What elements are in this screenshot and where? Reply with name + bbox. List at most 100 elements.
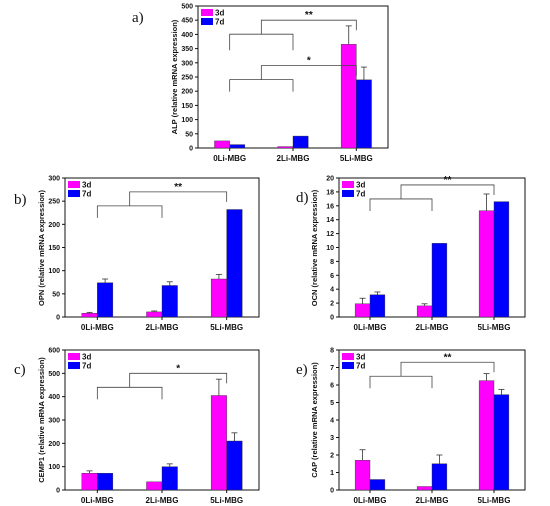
significance-bracket: ** (369, 175, 495, 211)
x-tick-label: 5Li-MBG (478, 496, 511, 505)
bar-7d-2Li-MBG (161, 466, 178, 491)
x-tick-label: 5Li-MBG (210, 496, 243, 505)
y-tick-label: 8 (330, 348, 334, 355)
y-tick-label: 0 (330, 315, 334, 322)
y-tick-label: 8 (330, 259, 334, 266)
x-tick-label: 0Li-MBG (81, 323, 114, 332)
y-tick-label: 14 (326, 217, 334, 224)
chart-panel-2: b) OPN (relative mRNA expression) 0 50 100 15… (14, 176, 260, 332)
significance-label: * (176, 363, 180, 374)
bar-3d-0Li-MBG (214, 140, 230, 149)
legend-swatch-3d (68, 353, 80, 360)
legend-swatch-3d (342, 181, 354, 188)
legend-label-7d: 7d (82, 190, 91, 199)
y-tick-label: 0 (56, 488, 60, 495)
significance-label: ** (444, 352, 452, 363)
legend-label-3d: 3d (356, 353, 365, 362)
bracket-upper (129, 372, 228, 388)
legend-label-7d: 7d (82, 362, 91, 371)
y-tick-label: 7 (330, 365, 334, 372)
legend-label-3d: 3d (356, 181, 365, 190)
legend-swatch-3d (201, 9, 213, 16)
bar-7d-2Li-MBG (431, 243, 448, 318)
bar-3d-5Li-MBG (478, 380, 495, 491)
legend-swatch-7d (342, 190, 354, 197)
y-tick-label: 200 (48, 222, 60, 229)
bracket-upper (400, 361, 495, 377)
legend-swatch-7d (68, 190, 80, 197)
y-tick-label: 300 (48, 176, 60, 183)
y-axis-label: OCN (relative mRNA expression) (310, 189, 319, 306)
significance-bracket: ** (96, 182, 228, 218)
chart-panel-5: e) CAP (relative mRNA expression) 0 1 2 3 4 5 6 7… (296, 348, 526, 505)
legend-swatch-7d (68, 362, 80, 369)
bar-3d-2Li-MBG (416, 305, 433, 318)
y-tick-label: 100 (48, 464, 60, 471)
x-tick-label: 2Li-MBG (146, 323, 179, 332)
panel-letter: d) (296, 190, 309, 206)
y-tick-label: 5 (330, 400, 334, 407)
y-tick-label: 500 (181, 4, 193, 11)
panel-letter: c) (14, 362, 26, 378)
x-tick-label: 0Li-MBG (81, 496, 114, 505)
y-tick-label: 6 (330, 273, 334, 280)
x-tick-label: 2Li-MBG (277, 154, 310, 163)
significance-bracket: * (229, 56, 357, 92)
bar-7d-0Li-MBG (97, 473, 114, 491)
panel-letter: e) (296, 362, 308, 378)
bar-3d-5Li-MBG (478, 210, 495, 318)
panel-letter: a) (132, 10, 144, 26)
bracket-lower (229, 79, 294, 92)
y-tick-label: 150 (181, 103, 193, 110)
y-tick-label: 4 (330, 287, 334, 294)
x-tick-label: 0Li-MBG (354, 496, 387, 505)
bar-3d-2Li-MBG (146, 481, 163, 491)
significance-label: * (307, 56, 311, 67)
bar-7d-5Li-MBG (226, 209, 243, 318)
y-tick-label: 300 (181, 60, 193, 67)
legend-swatch-7d (342, 362, 354, 369)
bar-7d-0Li-MBG (369, 294, 386, 318)
bar-7d-5Li-MBG (493, 201, 510, 318)
y-tick-label: 500 (48, 371, 60, 378)
bracket-upper (129, 191, 228, 206)
y-tick-label: 4 (330, 418, 334, 425)
y-tick-label: 6 (330, 383, 334, 390)
bar-3d-2Li-MBG (146, 311, 163, 318)
y-tick-label: 50 (185, 131, 193, 138)
bar-3d-0Li-MBG (81, 313, 98, 318)
y-tick-label: 400 (181, 32, 193, 39)
bar-3d-2Li-MBG (277, 146, 294, 149)
x-tick-label: 0Li-MBG (354, 323, 387, 332)
bracket-upper (260, 65, 357, 80)
y-tick-label: 0 (189, 146, 193, 153)
x-tick-label: 2Li-MBG (146, 496, 179, 505)
bracket-upper (400, 184, 495, 199)
chart-panel-4: c) CEMP1 (relative mRNA expression) 0 100 20… (14, 348, 260, 505)
bar-3d-5Li-MBG (210, 278, 227, 318)
significance-bracket: ** (369, 352, 495, 389)
x-tick-label: 5Li-MBG (210, 323, 243, 332)
bracket-lower (96, 205, 163, 218)
y-tick-label: 450 (181, 18, 193, 25)
legend-label-7d: 7d (356, 362, 365, 371)
bar-3d-0Li-MBG (354, 303, 371, 318)
y-axis-label: ALP (relative mRNA expression) (170, 19, 179, 134)
bar-7d-5Li-MBG (493, 394, 510, 491)
y-tick-label: 350 (181, 46, 193, 53)
significance-bracket: ** (229, 10, 357, 51)
legend-label-7d: 7d (215, 18, 224, 27)
bracket-lower (369, 375, 433, 389)
x-tick-label: 2Li-MBG (416, 323, 449, 332)
legend-label-3d: 3d (82, 353, 91, 362)
y-tick-label: 3 (330, 435, 334, 442)
bar-7d-5Li-MBG (356, 79, 372, 149)
y-tick-label: 12 (326, 231, 334, 238)
y-tick-label: 200 (48, 441, 60, 448)
panel-letter: b) (14, 192, 27, 208)
legend-label-3d: 3d (82, 181, 91, 190)
bar-7d-0Li-MBG (97, 282, 114, 318)
